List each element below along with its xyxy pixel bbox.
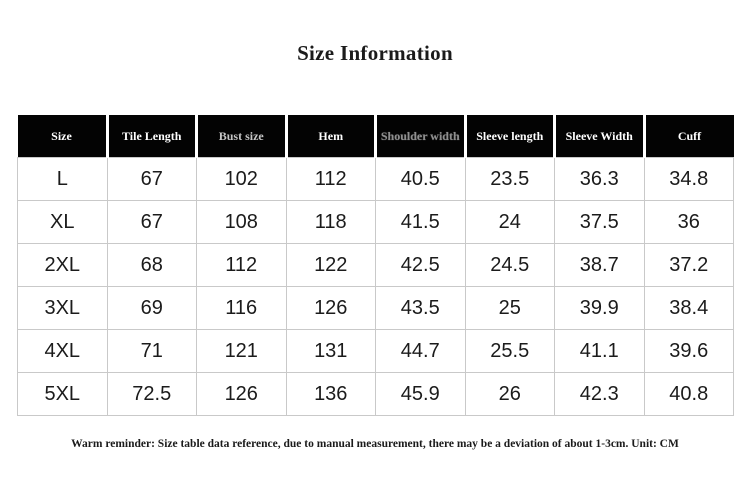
table-cell: 69 — [106, 286, 197, 330]
header-cell-shoulder-width: Shoulder width — [374, 115, 465, 158]
table-cell: 131 — [285, 329, 376, 373]
header-cell-hem: Hem — [284, 115, 376, 158]
table-cell: 71 — [106, 329, 197, 373]
reminder-note: Warm reminder: Size table data reference… — [71, 438, 679, 450]
table-cell: 37.2 — [643, 243, 734, 287]
header-cell-sleeve-width: Sleeve Width — [553, 115, 644, 158]
table-row-5xl: 5XL 72.5 126 136 45.9 26 42.3 40.8 — [17, 372, 734, 416]
table-cell: 23.5 — [464, 157, 555, 201]
table-cell: 121 — [196, 329, 287, 373]
table-cell: 38.7 — [554, 243, 645, 287]
table-cell: 41.1 — [554, 329, 645, 373]
table-cell: 40.5 — [375, 157, 466, 201]
table-cell: 67 — [106, 157, 197, 201]
header-row: Size Tile Length Bust size Hem Shoulder … — [17, 115, 734, 158]
size-label-cell: XL — [17, 200, 108, 244]
table-cell: 43.5 — [375, 286, 466, 330]
table-cell: 118 — [285, 200, 376, 244]
table-cell: 116 — [196, 286, 287, 330]
header-cell-size: Size — [17, 115, 107, 158]
table-cell: 45.9 — [375, 372, 466, 416]
table-cell: 41.5 — [375, 200, 466, 244]
size-table: Size Tile Length Bust size Hem Shoulder … — [17, 115, 734, 416]
header-cell-bust-size: Bust size — [195, 115, 286, 158]
table-row-l: L 67 102 112 40.5 23.5 36.3 34.8 — [17, 157, 734, 201]
header-cell-cuff: Cuff — [642, 115, 734, 158]
size-label-cell: 2XL — [17, 243, 108, 287]
table-cell: 68 — [106, 243, 197, 287]
table-cell: 67 — [106, 200, 197, 244]
table-cell: 136 — [285, 372, 376, 416]
table-cell: 102 — [196, 157, 287, 201]
table-cell: 39.6 — [643, 329, 734, 373]
header-cell-tile-length: Tile Length — [105, 115, 197, 158]
size-label-cell: 4XL — [17, 329, 108, 373]
table-cell: 26 — [464, 372, 555, 416]
table-cell: 42.3 — [554, 372, 645, 416]
page-title: Size Information — [297, 41, 453, 65]
table-cell: 36 — [643, 200, 734, 244]
table-row-3xl: 3XL 69 116 126 43.5 25 39.9 38.4 — [17, 286, 734, 330]
table-cell: 126 — [285, 286, 376, 330]
table-row-xl: XL 67 108 118 41.5 24 37.5 36 — [17, 200, 734, 244]
table-row-2xl: 2XL 68 112 122 42.5 24.5 38.7 37.2 — [17, 243, 734, 287]
table-cell: 112 — [196, 243, 287, 287]
size-label-cell: 3XL — [17, 286, 108, 330]
table-cell: 34.8 — [643, 157, 734, 201]
header-cell-sleeve-length: Sleeve length — [463, 115, 555, 158]
table-cell: 40.8 — [643, 372, 734, 416]
table-cell: 36.3 — [554, 157, 645, 201]
table-row-4xl: 4XL 71 121 131 44.7 25.5 41.1 39.6 — [17, 329, 734, 373]
table-cell: 24 — [464, 200, 555, 244]
table-cell: 24.5 — [464, 243, 555, 287]
size-label-cell: L — [17, 157, 108, 201]
table-cell: 39.9 — [554, 286, 645, 330]
table-cell: 25 — [464, 286, 555, 330]
table-cell: 42.5 — [375, 243, 466, 287]
size-table-head: Size Tile Length Bust size Hem Shoulder … — [17, 115, 734, 158]
table-cell: 112 — [285, 157, 376, 201]
table-cell: 126 — [196, 372, 287, 416]
size-table-body: L 67 102 112 40.5 23.5 36.3 34.8 XL 67 1… — [17, 157, 734, 416]
table-cell: 108 — [196, 200, 287, 244]
table-cell: 122 — [285, 243, 376, 287]
table-cell: 44.7 — [375, 329, 466, 373]
table-cell: 25.5 — [464, 329, 555, 373]
table-cell: 38.4 — [643, 286, 734, 330]
table-cell: 37.5 — [554, 200, 645, 244]
size-label-cell: 5XL — [17, 372, 108, 416]
table-cell: 72.5 — [106, 372, 197, 416]
